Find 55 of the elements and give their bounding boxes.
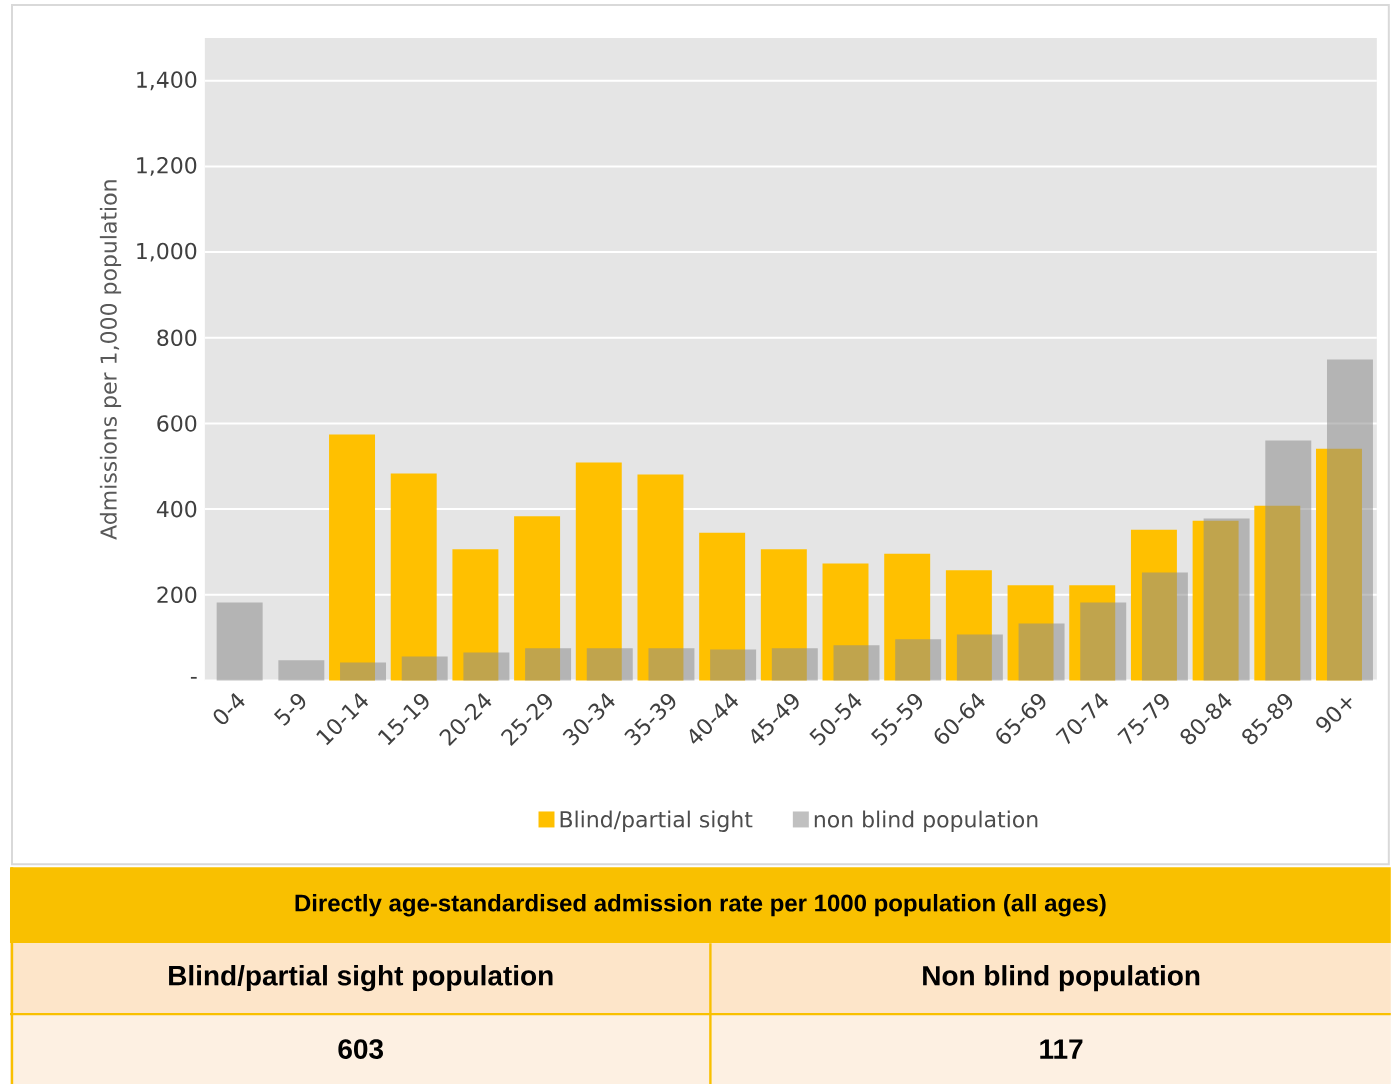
bar	[1265, 440, 1312, 681]
x-tick-label: 90+	[1316, 697, 1352, 733]
bar	[1203, 518, 1250, 681]
bar	[525, 648, 572, 681]
bar	[710, 649, 757, 681]
bar	[575, 462, 622, 681]
y-tick-label: -	[190, 676, 197, 679]
y-tick-label: 1,200	[137, 156, 197, 176]
bar	[760, 549, 807, 681]
bar	[463, 652, 510, 681]
legend-label: non blind population	[814, 810, 1038, 832]
y-tick-label: 400	[156, 500, 197, 518]
bar	[1254, 505, 1301, 681]
bar	[216, 602, 263, 681]
bar	[329, 434, 376, 681]
y-axis-title: Admissions per 1,000 population	[99, 180, 122, 540]
bar	[956, 634, 1003, 681]
legend-label: Blind/partial sight	[560, 810, 753, 832]
text: Directly age-standardised admission rate per 1000 population (all ages)	[295, 893, 1106, 917]
bar	[895, 639, 942, 681]
bar	[699, 532, 746, 681]
bar	[1192, 520, 1239, 681]
bar	[1007, 585, 1054, 681]
y-tick-label: 600	[157, 415, 197, 432]
bar	[1018, 623, 1065, 681]
y-tick-label: 200	[157, 586, 197, 603]
bar	[452, 549, 499, 681]
y-tick-label: 800	[157, 329, 197, 346]
bar	[390, 473, 437, 681]
bar	[401, 656, 448, 681]
bar	[648, 648, 695, 681]
bar	[771, 648, 818, 681]
bar	[822, 563, 869, 681]
bar	[1326, 359, 1373, 681]
text: 603	[338, 1039, 384, 1059]
bar	[945, 570, 992, 681]
bar	[884, 553, 931, 681]
text: 117	[1040, 1039, 1083, 1059]
bar	[1130, 529, 1177, 681]
bar	[586, 648, 633, 681]
bar	[514, 516, 561, 681]
bar	[1069, 585, 1116, 681]
y-tick-label: 1,000	[137, 242, 197, 262]
bar	[833, 645, 880, 681]
bar	[1141, 572, 1188, 681]
bar	[637, 474, 684, 681]
bar	[1316, 448, 1362, 681]
bar	[278, 660, 325, 681]
bar	[1080, 602, 1127, 681]
text: Non blind population	[923, 964, 1200, 992]
text: Blind/partial sight population	[169, 964, 553, 992]
x-tick-label: 0-4	[213, 692, 245, 724]
x-tick-label: 5-9	[273, 693, 306, 726]
y-tick-label: 1,400	[137, 71, 197, 91]
bar	[340, 662, 387, 681]
